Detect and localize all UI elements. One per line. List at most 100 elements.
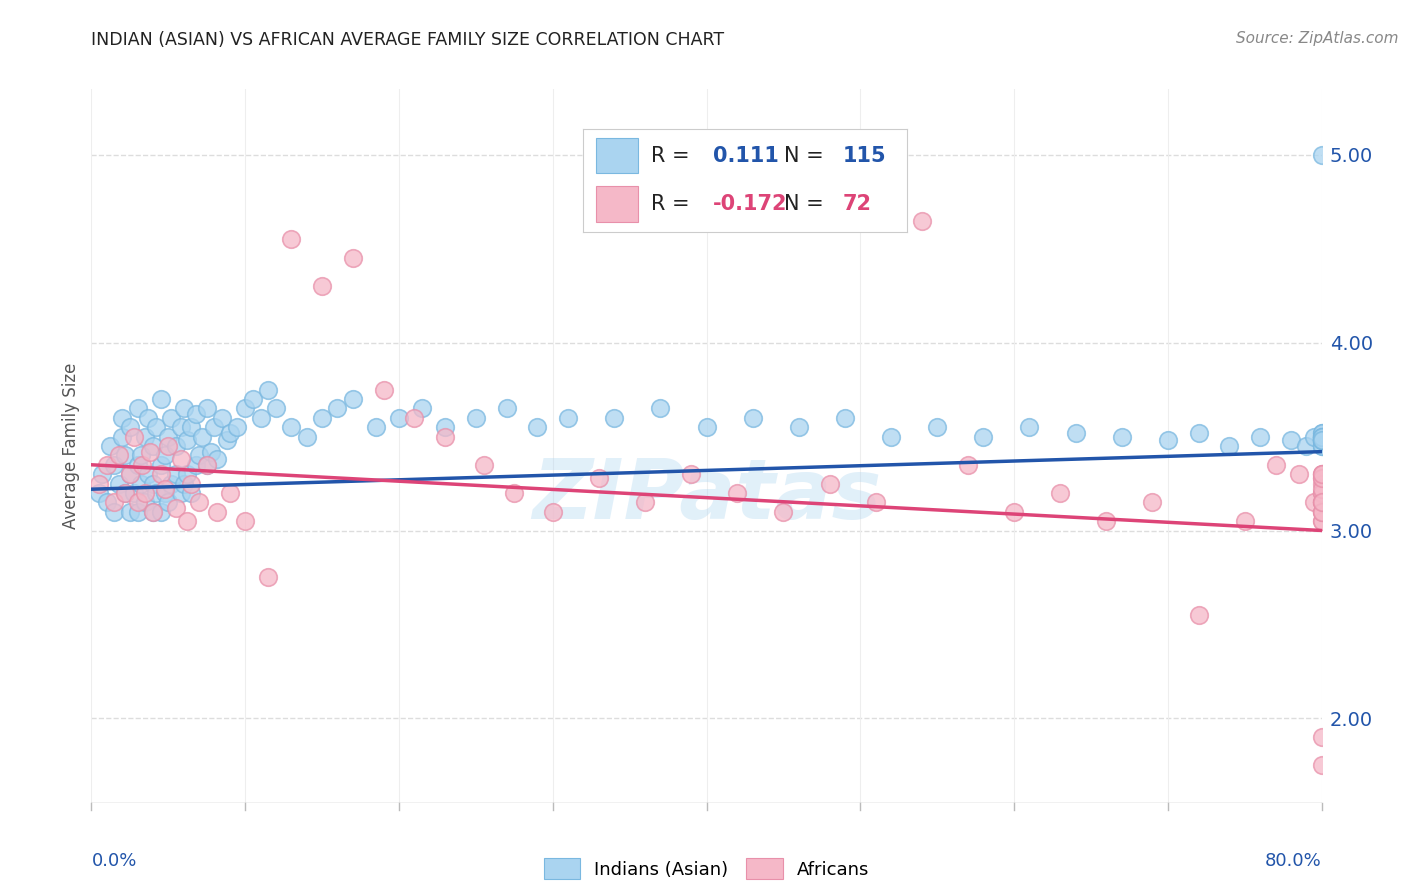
Point bbox=[142, 505, 165, 519]
Point bbox=[495, 401, 517, 416]
Point bbox=[464, 410, 486, 425]
Point bbox=[139, 444, 162, 458]
Point bbox=[169, 486, 191, 500]
Point bbox=[364, 420, 387, 434]
Point bbox=[169, 452, 191, 467]
Y-axis label: Average Family Size: Average Family Size bbox=[62, 363, 80, 529]
Point bbox=[165, 500, 187, 515]
Point bbox=[588, 471, 610, 485]
Text: -0.172: -0.172 bbox=[713, 194, 787, 214]
Point bbox=[124, 429, 146, 443]
Point bbox=[603, 410, 626, 425]
Point bbox=[188, 495, 211, 509]
Point bbox=[257, 383, 280, 397]
Point bbox=[434, 420, 457, 434]
Point bbox=[165, 439, 187, 453]
Point bbox=[1310, 429, 1333, 443]
Point bbox=[215, 434, 238, 448]
Point bbox=[211, 410, 233, 425]
Point bbox=[1310, 467, 1333, 482]
Point bbox=[1018, 420, 1040, 434]
Point bbox=[173, 401, 195, 416]
Point bbox=[787, 420, 810, 434]
Point bbox=[1310, 514, 1333, 528]
Point bbox=[1310, 471, 1333, 485]
Point bbox=[218, 425, 240, 440]
Point bbox=[280, 232, 302, 246]
Point bbox=[118, 467, 141, 482]
Point bbox=[772, 505, 794, 519]
Point bbox=[1310, 439, 1333, 453]
Point bbox=[295, 429, 318, 443]
Point bbox=[134, 486, 156, 500]
Point bbox=[373, 383, 395, 397]
Point bbox=[157, 495, 180, 509]
Point bbox=[1288, 467, 1310, 482]
Point bbox=[1310, 434, 1333, 448]
Point bbox=[1310, 495, 1333, 509]
Point bbox=[818, 476, 841, 491]
Point bbox=[180, 476, 202, 491]
Text: N =: N = bbox=[785, 146, 824, 166]
Point bbox=[114, 486, 136, 500]
Point bbox=[149, 392, 172, 406]
Point bbox=[191, 429, 214, 443]
Text: N =: N = bbox=[785, 194, 824, 214]
Point bbox=[111, 410, 134, 425]
Point bbox=[124, 486, 146, 500]
Point bbox=[176, 514, 198, 528]
Point bbox=[118, 420, 141, 434]
Point bbox=[342, 251, 364, 265]
Point bbox=[634, 495, 657, 509]
Text: INDIAN (ASIAN) VS AFRICAN AVERAGE FAMILY SIZE CORRELATION CHART: INDIAN (ASIAN) VS AFRICAN AVERAGE FAMILY… bbox=[91, 31, 724, 49]
Point bbox=[741, 410, 763, 425]
Point bbox=[98, 439, 121, 453]
Point bbox=[1303, 495, 1326, 509]
Point bbox=[1310, 758, 1333, 772]
Point bbox=[1310, 486, 1333, 500]
Point bbox=[136, 410, 159, 425]
Point bbox=[1310, 505, 1333, 519]
Point bbox=[1310, 439, 1333, 453]
Point bbox=[1064, 425, 1087, 440]
Point bbox=[865, 495, 887, 509]
Point bbox=[541, 505, 564, 519]
Point bbox=[226, 420, 249, 434]
Point bbox=[188, 449, 211, 463]
Point bbox=[160, 410, 183, 425]
Point bbox=[108, 449, 131, 463]
Point bbox=[131, 458, 153, 472]
Point bbox=[434, 429, 457, 443]
Point bbox=[96, 458, 118, 472]
Point bbox=[1187, 607, 1209, 622]
Point bbox=[311, 410, 333, 425]
Point bbox=[472, 458, 495, 472]
Point bbox=[136, 467, 159, 482]
Point bbox=[127, 495, 149, 509]
Point bbox=[87, 476, 110, 491]
Point bbox=[1310, 434, 1333, 448]
Point bbox=[157, 439, 180, 453]
Point bbox=[127, 458, 149, 472]
Point bbox=[264, 401, 287, 416]
Point bbox=[1310, 514, 1333, 528]
Text: 0.0%: 0.0% bbox=[91, 852, 136, 870]
Point bbox=[1249, 429, 1271, 443]
Point bbox=[127, 505, 149, 519]
Point bbox=[650, 401, 672, 416]
Point bbox=[195, 401, 218, 416]
Point bbox=[1157, 434, 1180, 448]
Point bbox=[218, 486, 240, 500]
Point bbox=[195, 458, 218, 472]
Point bbox=[1095, 514, 1118, 528]
Point bbox=[207, 505, 229, 519]
Point bbox=[1002, 505, 1025, 519]
Point bbox=[725, 486, 748, 500]
Legend: Indians (Asian), Africans: Indians (Asian), Africans bbox=[537, 851, 876, 887]
Point bbox=[1310, 495, 1333, 509]
Point bbox=[149, 458, 172, 472]
Point bbox=[1310, 482, 1333, 496]
Point bbox=[1310, 425, 1333, 440]
Point bbox=[200, 444, 222, 458]
Text: ZIPatas: ZIPatas bbox=[531, 456, 882, 536]
